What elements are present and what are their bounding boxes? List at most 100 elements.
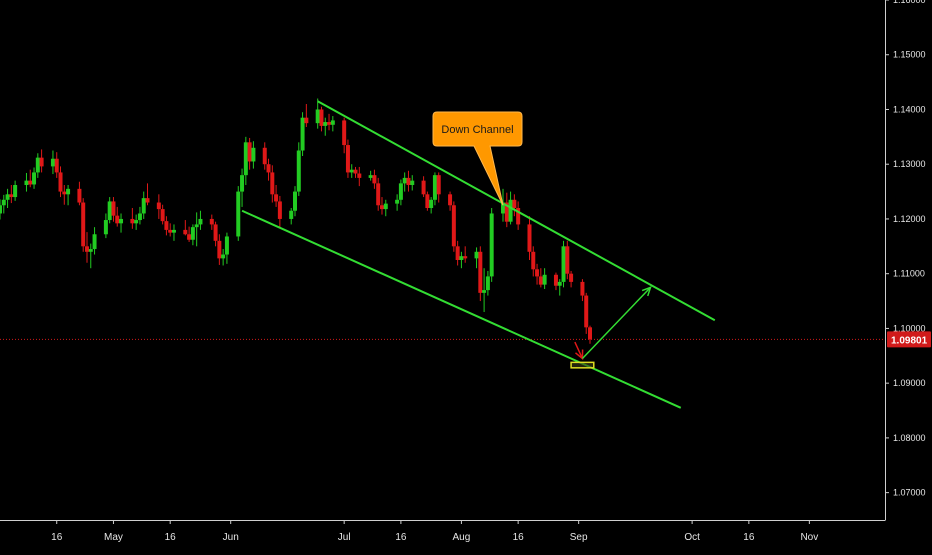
candle bbox=[296, 142, 301, 196]
candle-body bbox=[224, 236, 229, 255]
candle bbox=[429, 197, 434, 214]
candle-body bbox=[584, 295, 589, 328]
candle bbox=[213, 221, 218, 247]
candle-body bbox=[293, 191, 297, 211]
candle bbox=[463, 246, 468, 263]
candle-body bbox=[429, 199, 434, 208]
candle-body bbox=[24, 180, 29, 186]
candle bbox=[527, 216, 532, 260]
x-tick-label: 16 bbox=[395, 532, 407, 543]
candle-body bbox=[107, 201, 112, 221]
candle bbox=[485, 270, 490, 296]
candle-body bbox=[270, 172, 275, 195]
candle bbox=[224, 232, 229, 264]
candle-body bbox=[421, 180, 426, 195]
x-tick-label: Sep bbox=[570, 532, 588, 543]
candle bbox=[512, 194, 517, 217]
candle-body bbox=[345, 145, 350, 173]
candle-body bbox=[538, 276, 543, 285]
candle-body bbox=[77, 188, 82, 203]
candle bbox=[293, 186, 297, 217]
candle-body bbox=[274, 194, 279, 202]
arrow-down-shaft bbox=[574, 341, 584, 359]
last-price-label-bg bbox=[887, 331, 931, 348]
candle-body bbox=[357, 173, 362, 178]
candle bbox=[92, 227, 97, 255]
candle bbox=[531, 246, 536, 277]
candle-body bbox=[372, 175, 377, 184]
candle-body bbox=[561, 246, 566, 282]
x-tick-label: 16 bbox=[743, 532, 755, 543]
candle-body bbox=[243, 142, 248, 176]
candle bbox=[432, 172, 437, 206]
candle-body bbox=[516, 208, 521, 225]
candle-body bbox=[39, 157, 44, 167]
candle bbox=[66, 185, 71, 206]
channel-upper-line bbox=[317, 100, 716, 322]
candle-body bbox=[474, 251, 479, 259]
candle-body bbox=[141, 198, 146, 214]
candle-body bbox=[553, 274, 558, 286]
candle-body bbox=[247, 142, 252, 162]
candle bbox=[58, 166, 63, 198]
x-tick-label: 16 bbox=[165, 532, 177, 543]
x-tick-label: Aug bbox=[453, 532, 471, 543]
candle bbox=[406, 170, 411, 192]
candle-body bbox=[183, 229, 188, 235]
candle-body bbox=[103, 220, 108, 235]
candle bbox=[115, 206, 120, 227]
drawings-layer: Down Channel bbox=[0, 100, 885, 409]
y-tick-label: 1.12000 bbox=[893, 214, 926, 224]
candle-body bbox=[463, 256, 468, 259]
candle-body bbox=[32, 172, 37, 185]
candle bbox=[240, 168, 245, 207]
candle-body bbox=[266, 164, 271, 173]
candle bbox=[217, 234, 222, 265]
candle bbox=[504, 192, 509, 228]
candle-body bbox=[194, 224, 199, 228]
candle bbox=[569, 270, 574, 288]
candle-body bbox=[535, 269, 540, 277]
x-tick-label: 16 bbox=[513, 532, 525, 543]
candle bbox=[398, 179, 403, 206]
candle bbox=[482, 268, 487, 312]
candle bbox=[436, 172, 441, 203]
candle bbox=[88, 243, 93, 269]
candle bbox=[553, 272, 558, 291]
candle-body bbox=[383, 203, 388, 210]
candle bbox=[357, 166, 362, 187]
candle-body bbox=[327, 122, 332, 125]
candle bbox=[410, 175, 415, 191]
candle bbox=[266, 158, 271, 181]
candle-body bbox=[190, 227, 195, 240]
y-tick-label: 1.09000 bbox=[893, 378, 926, 388]
candle-body bbox=[398, 183, 403, 200]
candle bbox=[580, 279, 585, 302]
candle-body bbox=[353, 169, 358, 174]
y-tick-label: 1.07000 bbox=[893, 488, 926, 498]
candle-body bbox=[66, 188, 71, 195]
candle-body bbox=[160, 209, 165, 222]
candle bbox=[353, 166, 358, 178]
candle-body bbox=[501, 202, 506, 214]
candle bbox=[289, 208, 294, 225]
x-tick-label: Oct bbox=[684, 532, 700, 543]
candle bbox=[421, 176, 426, 198]
candle-body bbox=[134, 220, 139, 224]
candle bbox=[134, 214, 139, 230]
candle-body bbox=[349, 169, 354, 173]
candle bbox=[561, 240, 566, 288]
candle bbox=[171, 224, 176, 241]
candle-body bbox=[221, 254, 226, 259]
candle-body bbox=[504, 202, 509, 222]
candle bbox=[13, 180, 18, 201]
candle-body bbox=[168, 229, 173, 233]
candle bbox=[141, 191, 146, 219]
candle-body bbox=[508, 199, 513, 222]
candle-body bbox=[569, 273, 574, 282]
candle bbox=[9, 185, 14, 204]
candle bbox=[77, 181, 82, 206]
candle bbox=[187, 226, 192, 242]
